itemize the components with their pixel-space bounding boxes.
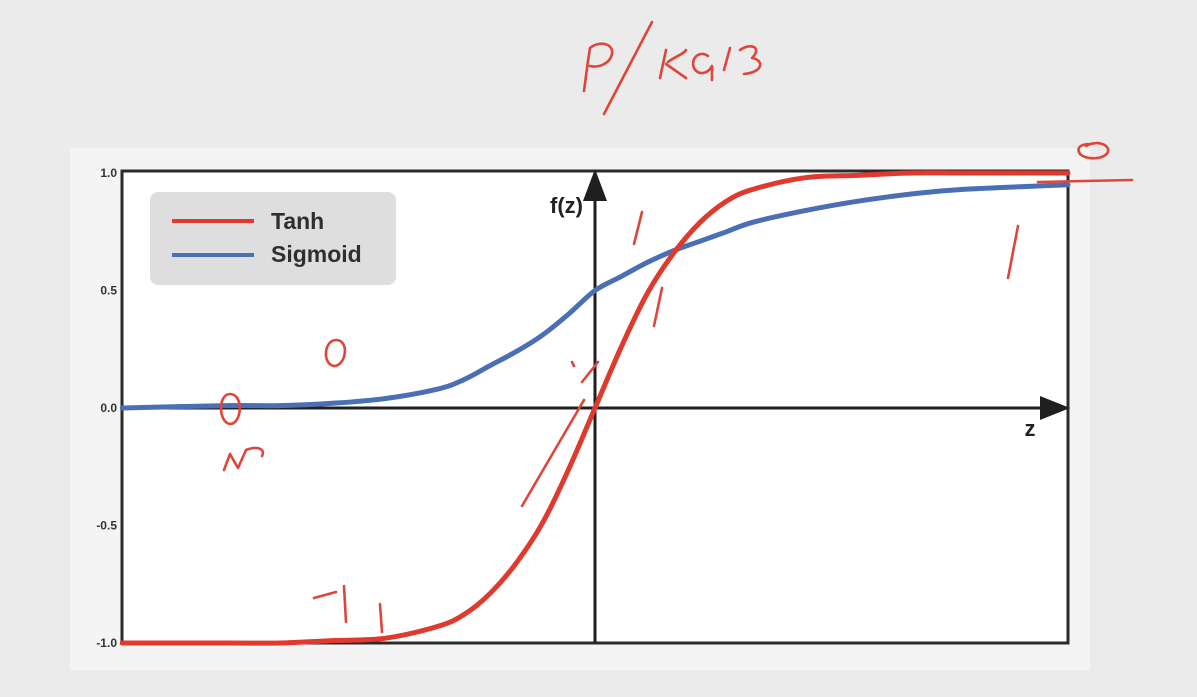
handwritten-w <box>222 446 265 472</box>
handwritten-annotations <box>219 20 1134 634</box>
y-tick-label: 1.0 <box>100 166 117 180</box>
y-tick-label: -1.0 <box>96 636 117 650</box>
series-lines <box>120 170 1071 646</box>
y-tick-label: -0.5 <box>96 519 117 533</box>
y-tick-labels: 1.0 0.5 0.0 -0.5 -1.0 <box>96 166 117 650</box>
handwritten-zero-top-right <box>1077 141 1110 160</box>
handwritten-minus-one <box>312 584 384 634</box>
handwritten-zero-middle <box>324 338 347 368</box>
y-axis-title: f(z) <box>550 193 583 218</box>
handwritten-stroke-top-right <box>1036 178 1134 184</box>
series-line-tanh <box>120 170 1071 646</box>
x-axis-arrowhead <box>1040 396 1070 420</box>
handwritten-tangent-mark <box>520 360 600 508</box>
handwritten-one-upper <box>632 210 644 246</box>
handwritten-title-scribble <box>582 20 762 116</box>
legend-label-sigmoid: Sigmoid <box>271 241 362 267</box>
legend: Tanh Sigmoid <box>150 192 396 285</box>
y-tick-label: 0.0 <box>100 401 117 415</box>
y-axis-arrowhead <box>583 169 607 201</box>
handwritten-zero-left <box>219 392 242 426</box>
legend-box <box>150 192 396 285</box>
legend-label-tanh: Tanh <box>271 208 324 234</box>
series-line-sigmoid <box>120 182 1071 411</box>
x-axis-title: z <box>1025 416 1036 441</box>
handwritten-one-middle <box>652 286 664 328</box>
y-tick-label: 0.5 <box>100 284 117 298</box>
handwritten-one-right <box>1006 224 1020 280</box>
